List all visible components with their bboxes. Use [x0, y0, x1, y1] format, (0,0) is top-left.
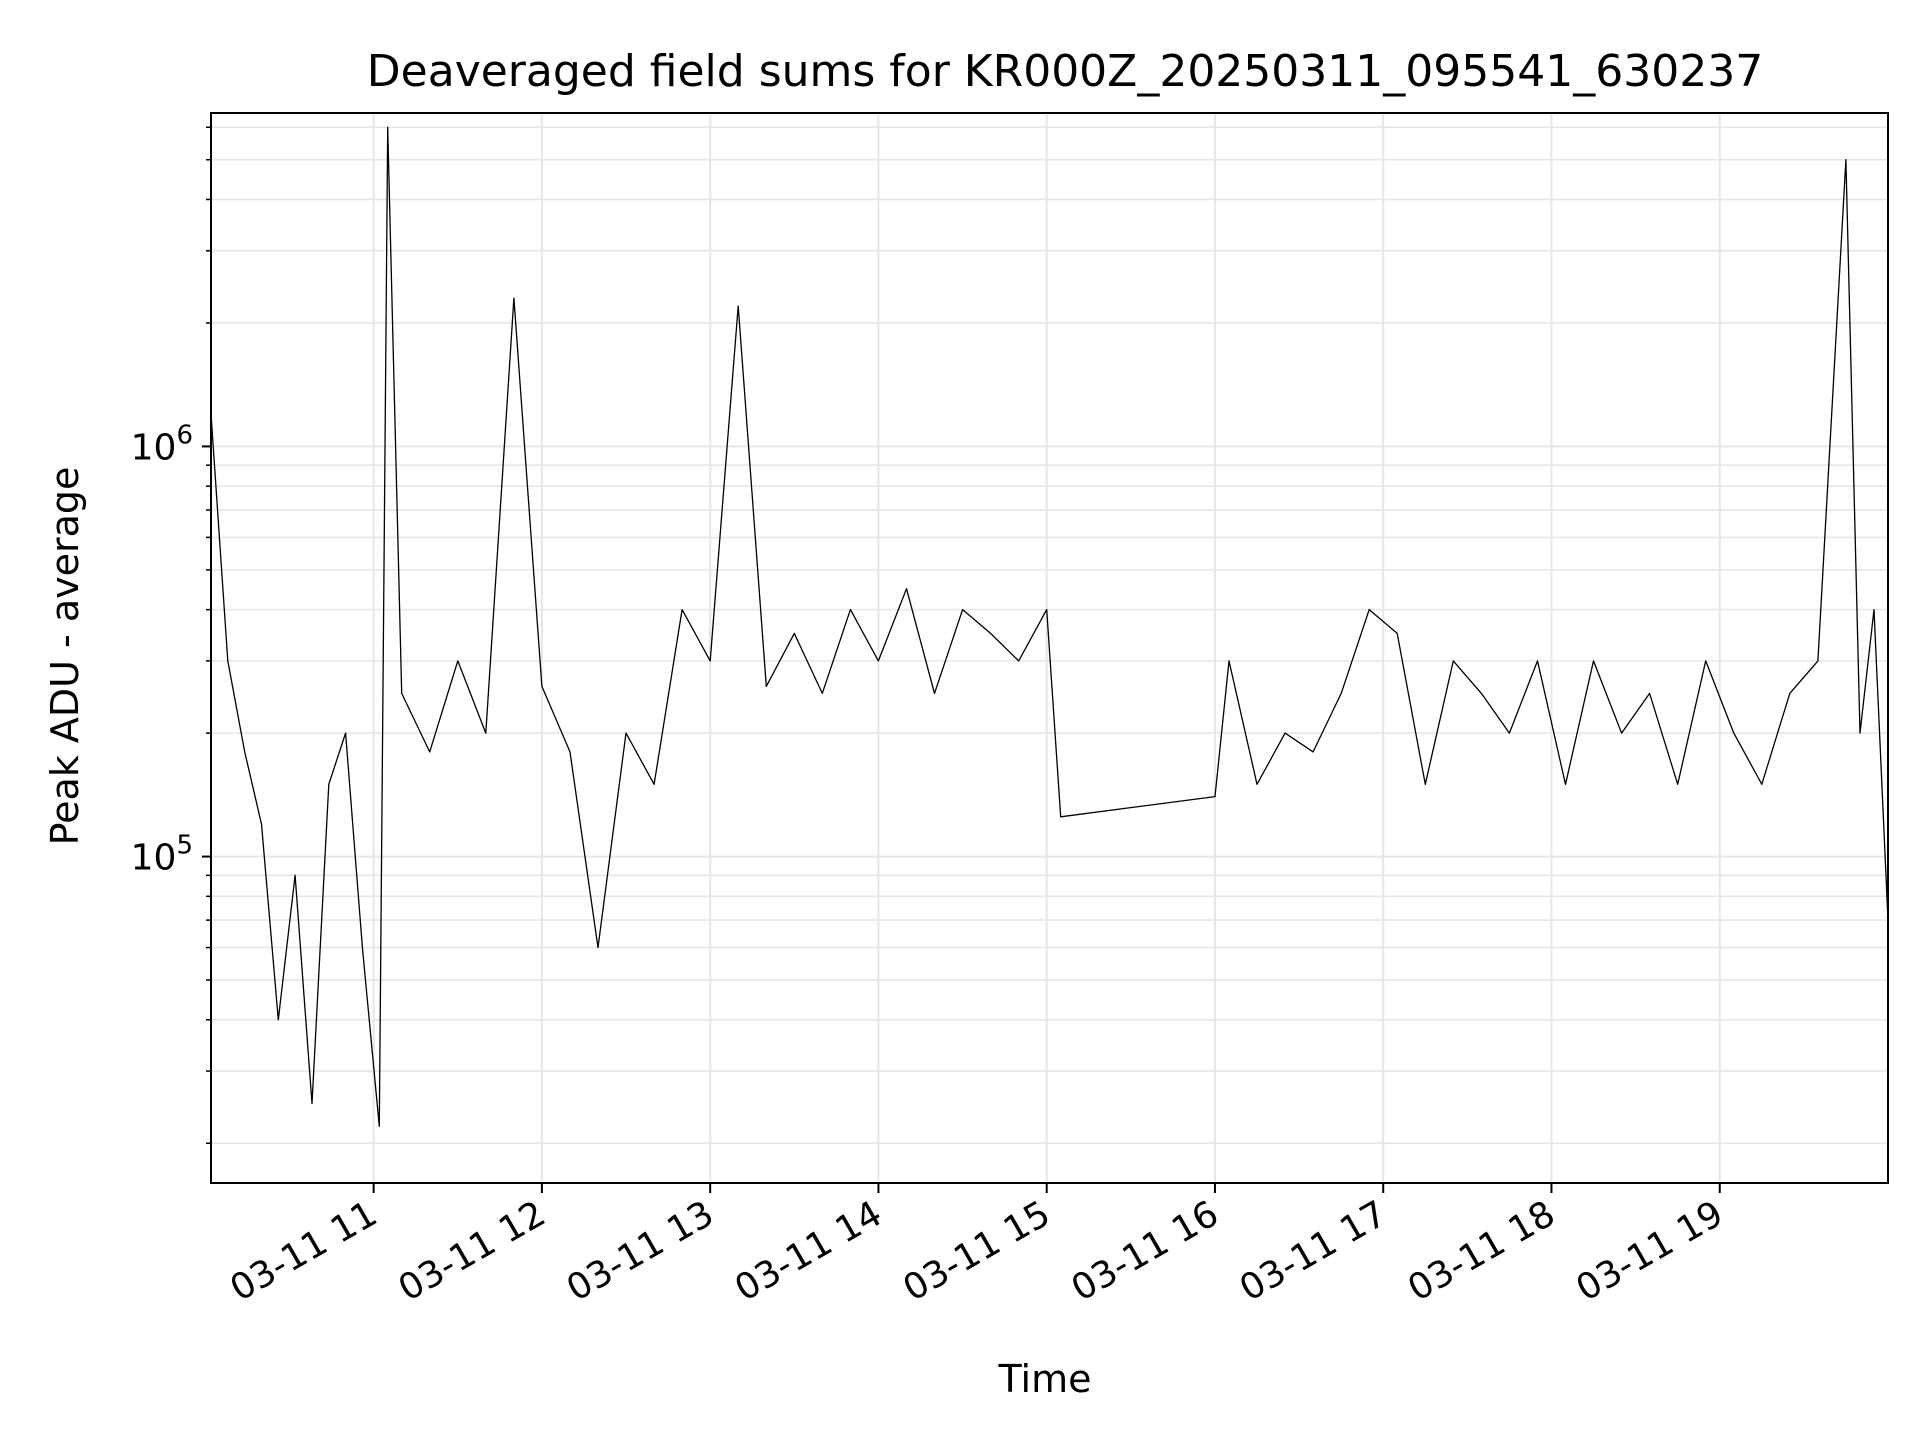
x-tick-label: 03-11 15 [897, 1193, 1058, 1309]
x-tick-label: 03-11 17 [1233, 1193, 1394, 1309]
x-tick-label: 03-11 18 [1401, 1193, 1562, 1309]
x-axis: 03-11 11 03-11 12 03-11 13 03-11 14 03-11 15… [223, 1183, 1730, 1310]
x-tick-label: 03-11 13 [560, 1193, 721, 1309]
series-layer [210, 126, 1889, 1127]
y-axis-label: Peak ADU - average [43, 467, 87, 846]
x-tick-label: 03-11 19 [1570, 1193, 1731, 1309]
grid [211, 113, 1888, 1183]
series-line-0 [210, 126, 1889, 1127]
x-tick-label: 03-11 14 [728, 1193, 889, 1309]
x-axis-label: Time [998, 1357, 1092, 1401]
x-tick-label: 03-11 16 [1065, 1193, 1226, 1309]
y-axis: 105 106 [131, 126, 211, 1145]
chart-title: Deaveraged field sums for KR000Z_2025031… [367, 46, 1763, 97]
y-tick-label: 106 [131, 420, 193, 468]
x-tick-label: 03-11 12 [392, 1193, 553, 1309]
x-tick-label: 03-11 11 [223, 1193, 384, 1309]
plot-area-frame [210, 112, 1889, 1184]
y-tick-label: 105 [131, 831, 193, 879]
